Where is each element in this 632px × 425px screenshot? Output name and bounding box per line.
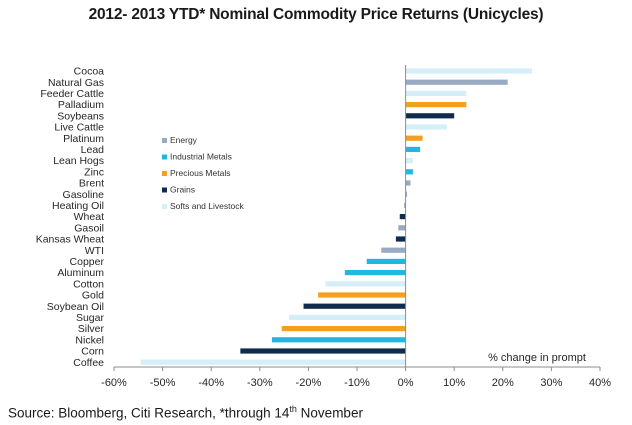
- bar-lead: [405, 146, 421, 152]
- category-label-heating-oil: Heating Oil: [52, 200, 104, 212]
- legend-label-precious-metals: Precious Metals: [170, 168, 230, 178]
- legend-label-energy: Energy: [170, 135, 198, 145]
- x-tick-label: -20%: [296, 377, 322, 389]
- bar-palladium: [405, 102, 467, 108]
- bar-gold: [318, 292, 406, 298]
- x-tick-label: -30%: [247, 377, 273, 389]
- x-tick-label: -50%: [150, 377, 176, 389]
- bar-sugar: [288, 314, 406, 320]
- category-label-gasoil: Gasoil: [74, 222, 104, 234]
- legend: Energy Industrial Metals Precious Metals Gr…: [162, 135, 244, 211]
- category-label-sugar: Sugar: [76, 312, 105, 324]
- category-label-platinum: Platinum: [63, 133, 104, 145]
- x-tick-label: 0%: [398, 377, 414, 389]
- bar-lean-hogs: [405, 158, 413, 164]
- bar-corn: [240, 348, 406, 354]
- category-label-natural-gas: Natural Gas: [48, 77, 104, 89]
- legend-swatch-energy: [162, 138, 167, 143]
- category-label-nickel: Nickel: [75, 334, 104, 346]
- bars-layer: [140, 68, 532, 365]
- bar-kansas-wheat: [395, 236, 406, 242]
- bar-wheat: [399, 214, 406, 220]
- bar-nickel: [271, 337, 406, 343]
- category-label-gasoline: Gasoline: [63, 189, 105, 201]
- bar-soybean-oil: [303, 303, 406, 309]
- legend-swatch-industrial-metals: [162, 154, 167, 160]
- bar-heating-oil: [404, 202, 406, 208]
- legend-swatch-softs-and-livestock: [162, 204, 167, 209]
- bar-gasoil: [398, 225, 406, 231]
- bar-brent: [405, 180, 411, 186]
- bar-live-cattle: [405, 124, 447, 130]
- bar-zinc: [405, 169, 413, 175]
- x-tick-label: 20%: [492, 377, 514, 389]
- category-label-live-cattle: Live Cattle: [54, 122, 104, 134]
- bar-copper: [366, 258, 406, 264]
- source-prefix: Source: Bloomberg, Citi Research, *throu…: [8, 405, 290, 421]
- category-label-lean-hogs: Lean Hogs: [53, 155, 104, 167]
- bar-feeder-cattle: [405, 90, 467, 96]
- x-tick-label: -10%: [344, 377, 370, 389]
- category-label-palladium: Palladium: [58, 99, 104, 111]
- bar-silver: [281, 326, 406, 332]
- legend-label-softs-and-livestock: Softs and Livestock: [170, 201, 244, 211]
- x-axis: -60% -50% -40% -30% -20% -10% 0% 10% 20% 30% 40%: [101, 65, 611, 389]
- x-tick-label: 30%: [540, 377, 562, 389]
- category-label-zinc: Zinc: [84, 166, 104, 178]
- bar-wti: [381, 247, 406, 253]
- bar-cotton: [325, 281, 406, 287]
- bar-aluminum: [344, 270, 406, 276]
- source-note: Source: Bloomberg, Citi Research, *throu…: [8, 404, 363, 421]
- x-tick-label: -60%: [101, 377, 127, 389]
- source-suffix: November: [296, 405, 363, 421]
- x-axis-label: % change in prompt: [488, 352, 586, 364]
- category-label-wheat: Wheat: [74, 211, 104, 223]
- category-label-silver: Silver: [78, 323, 105, 335]
- chart-title: 2012- 2013 YTD* Nominal Commodity Price …: [88, 6, 544, 23]
- category-label-brent: Brent: [79, 178, 104, 190]
- category-label-kansas-wheat: Kansas Wheat: [36, 234, 104, 246]
- category-label-aluminum: Aluminum: [57, 267, 104, 279]
- bar-gasoline: [405, 191, 408, 197]
- category-label-cocoa: Cocoa: [74, 66, 105, 78]
- category-label-cotton: Cotton: [73, 278, 104, 290]
- category-label-copper: Copper: [70, 256, 105, 268]
- bar-coffee: [140, 359, 406, 365]
- category-label-gold: Gold: [82, 290, 104, 302]
- x-tick-label: 40%: [589, 377, 611, 389]
- legend-label-grains: Grains: [170, 185, 195, 195]
- source-superscript: th: [289, 404, 297, 414]
- category-label-lead: Lead: [81, 144, 105, 156]
- category-label-soybean-oil: Soybean Oil: [47, 301, 104, 313]
- category-label-coffee: Coffee: [73, 357, 104, 369]
- bar-platinum: [405, 135, 423, 141]
- legend-swatch-precious-metals: [162, 171, 167, 176]
- x-tick-label: 10%: [443, 377, 465, 389]
- category-label-soybeans: Soybeans: [57, 110, 104, 122]
- legend-swatch-grains: [162, 187, 167, 193]
- category-label-wti: WTI: [85, 245, 104, 257]
- category-label-feeder-cattle: Feeder Cattle: [40, 88, 104, 100]
- bar-cocoa: [405, 68, 532, 74]
- bar-natural-gas: [405, 79, 508, 85]
- legend-label-industrial-metals: Industrial Metals: [170, 152, 232, 162]
- category-label-corn: Corn: [81, 346, 104, 358]
- bar-soybeans: [405, 113, 455, 119]
- x-tick-label: -40%: [198, 377, 224, 389]
